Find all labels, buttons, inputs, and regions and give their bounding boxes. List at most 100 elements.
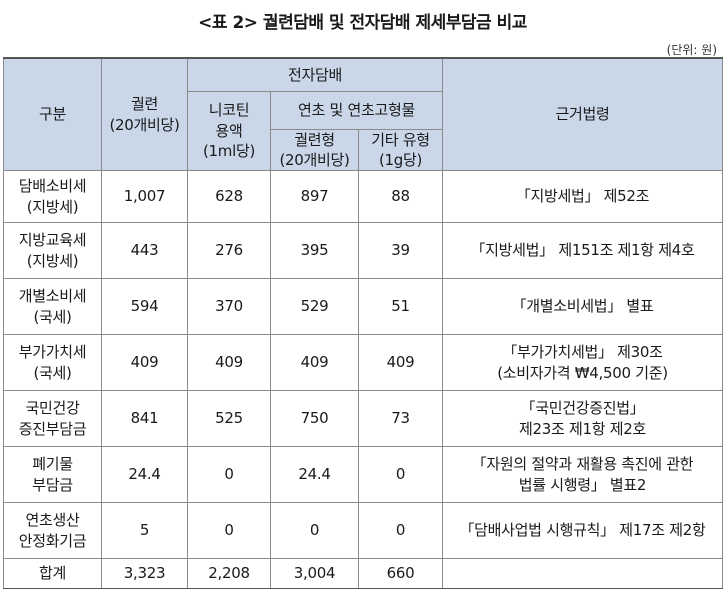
table-row: 개별소비세 (국세) 594 370 529 51 「개별소비세법」 별표 (3, 278, 723, 335)
header-row-1: 구분 궐련 (20개비당) 전자담배 근거법령 (3, 57, 723, 171)
header-row-3: 궐련형 (20개비당) 기타 유형 (1g당) (4, 128, 723, 171)
cell-law: 「지방세법」 제151조 제1항 제4호 (442, 222, 723, 279)
cell-nicotine: 276 (187, 222, 271, 279)
cell-cig-type: 750 (270, 390, 359, 447)
total-label: 합계 (3, 558, 102, 589)
row-name-line1: 국민건강 (25, 399, 80, 418)
total-nicotine: 2,208 (187, 558, 271, 589)
cell-nicotine: 525 (187, 390, 271, 447)
header-nicotine-line3: (1ml당) (202, 141, 256, 160)
cell-law: 「지방세법」 제52조 (442, 170, 723, 223)
header-other-type-line1: 기타 유형 (371, 130, 430, 149)
row-name: 연초생산 안정화기금 (3, 502, 102, 559)
table-row: 부가가치세 (국세) 409 409 409 409 「부가가치세법」 제30조(… (3, 334, 723, 391)
cell-other-type: 88 (358, 170, 443, 223)
cell-law: 「자원의 절약과 재활용 촉진에 관한 법률 시행령」 별표2 (442, 446, 723, 503)
cell-other-type: 51 (358, 278, 443, 335)
cell-cig-type: 24.4 (270, 446, 359, 503)
law-line1: 「지방세법」 제52조 (515, 187, 650, 206)
cell-law: 「담배사업법 시행규칙」 제17조 제2항 (442, 502, 723, 559)
cell-nicotine: 409 (187, 334, 271, 391)
law-line2: 제23조 제1항 제2호 (519, 419, 646, 438)
header-cigarette-line1: 궐련 (130, 95, 158, 114)
cell-cigarette: 5 (101, 502, 188, 559)
row-name-line2: 부담금 (32, 475, 73, 494)
header-other-type-line2: (1g당) (378, 150, 423, 169)
cell-nicotine: 370 (187, 278, 271, 335)
law-line1: 「부가가치세법」 제30조 (502, 343, 663, 362)
row-name: 국민건강 증진부담금 (3, 390, 102, 447)
row-name-line2: (국세) (33, 307, 72, 326)
row-name-line2: (국세) (33, 363, 72, 382)
cell-other-type: 0 (358, 446, 443, 503)
cell-cig-type: 897 (270, 170, 359, 223)
header-ecig: 전자담배 (187, 57, 443, 92)
law-line1: 「자원의 절약과 재활용 촉진에 관한 (471, 455, 694, 474)
header-cig-type-line2: (20개비당) (279, 150, 350, 169)
row-name-line1: 연초생산 (25, 511, 80, 530)
header-nicotine-line1: 니코틴 (208, 101, 250, 120)
table-row: 폐기물 부담금 24.4 0 24.4 0 「자원의 절약과 재활용 촉진에 관한… (3, 446, 723, 503)
cell-other-type: 73 (358, 390, 443, 447)
cell-nicotine: 0 (187, 446, 271, 503)
row-name-line1: 부가가치세 (18, 343, 87, 362)
cell-law: 「개별소비세법」 별표 (442, 278, 723, 335)
header-nicotine-line2: 용액 (215, 121, 243, 140)
tax-comparison-table: 구분 궐련 (20개비당) 전자담배 근거법령 니코틴 용액 (1ml당) 연초… (3, 57, 723, 589)
header-cig-type: 궐련형 (20개비당) (270, 128, 359, 171)
row-name: 지방교육세 (지방세) (3, 222, 102, 279)
table-row: 담배소비세 (지방세) 1,007 628 897 88 「지방세법」 제52조 (3, 170, 723, 223)
header-tobacco-group: 연초 및 연초고형물 (270, 90, 443, 130)
cell-law: 「부가가치세법」 제30조 (소비자가격 ₩4,500 기준) (442, 334, 723, 391)
table-row: 연초생산 안정화기금 5 0 0 0 「담배사업법 시행규칙」 제17조 제2항 (3, 502, 723, 559)
row-name: 부가가치세 (국세) (3, 334, 102, 391)
table-row: 국민건강 증진부담금 841 525 750 73 「국민건강증진법」 제23조 제… (3, 390, 723, 447)
law-line1: 「지방세법」 제151조 제1항 제4호 (470, 241, 695, 260)
row-name: 담배소비세 (지방세) (3, 170, 102, 223)
header-cigarette: 궐련 (20개비당) (101, 57, 188, 171)
unit-note: (단위: 원) (666, 43, 717, 57)
law-line1: 「국민건강증진법」 (520, 399, 645, 418)
row-name-line1: 지방교육세 (18, 231, 87, 250)
table-title: <표 2> 궐련담배 및 전자담배 제세부담금 비교 (198, 13, 527, 33)
row-name: 폐기물 부담금 (3, 446, 102, 503)
law-line1: 「개별소비세법」 별표 (511, 297, 654, 316)
cell-nicotine: 0 (187, 502, 271, 559)
row-name-line1: 담배소비세 (18, 177, 87, 196)
total-other-type: 660 (358, 558, 443, 589)
header-law: 근거법령 (442, 57, 723, 171)
cell-cigarette: 24.4 (101, 446, 188, 503)
cell-cigarette: 443 (101, 222, 188, 279)
total-cigarette: 3,323 (101, 558, 188, 589)
law-line1: 「담배사업법 시행규칙」 제17조 제2항 (459, 521, 706, 540)
header-other-type: 기타 유형 (1g당) (358, 128, 443, 171)
header-category: 구분 (3, 57, 102, 171)
cell-cig-type: 409 (270, 334, 359, 391)
row-name: 개별소비세 (국세) (3, 278, 102, 335)
row-name-line2: (지방세) (26, 197, 79, 216)
law-line2: (소비자가격 ₩4,500 기준) (497, 363, 668, 382)
header-row-2: 니코틴 용액 (1ml당) 연초 및 연초고형물 (4, 90, 723, 171)
cell-other-type: 0 (358, 502, 443, 559)
cell-nicotine: 628 (187, 170, 271, 223)
law-line2: 법률 시행령」 별표2 (518, 475, 647, 494)
cell-other-type: 39 (358, 222, 443, 279)
cell-cig-type: 395 (270, 222, 359, 279)
cell-other-type: 409 (358, 334, 443, 391)
header-cig-type-line1: 궐련형 (294, 130, 335, 149)
total-law (442, 558, 723, 589)
cell-cigarette: 841 (101, 390, 188, 447)
cell-law: 「국민건강증진법」 제23조 제1항 제2호 (442, 390, 723, 447)
row-name-line1: 개별소비세 (18, 287, 87, 306)
table-row: 지방교육세 (지방세) 443 276 395 39 「지방세법」 제151조 제… (3, 222, 723, 279)
header-cigarette-line2: (20개비당) (109, 115, 180, 134)
cell-cigarette: 594 (101, 278, 188, 335)
row-name-line2: 안정화기금 (18, 531, 87, 550)
cell-cigarette: 1,007 (101, 170, 188, 223)
total-row: 합계 3,323 2,208 3,004 660 (3, 558, 723, 589)
row-name-line2: 증진부담금 (18, 419, 87, 438)
row-name-line1: 폐기물 (32, 455, 73, 474)
cell-cig-type: 529 (270, 278, 359, 335)
cell-cig-type: 0 (270, 502, 359, 559)
